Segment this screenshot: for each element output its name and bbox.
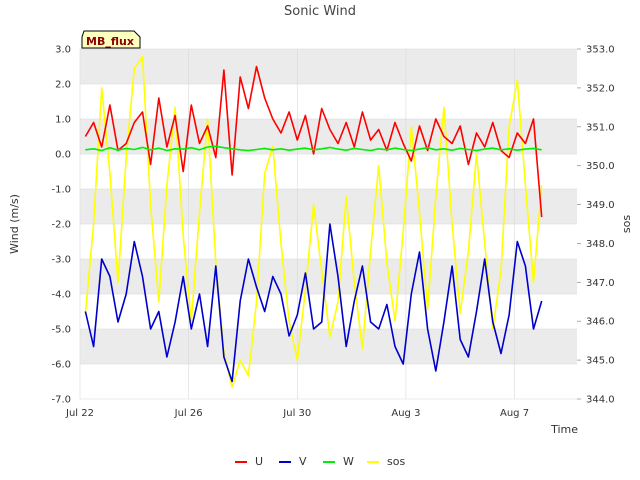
y2-tick-label: 344.0 (586, 395, 615, 406)
series-u-line (84, 65, 543, 218)
legend-label-w: W (343, 455, 354, 468)
x-tick-label: Jul 26 (174, 408, 203, 419)
badge-label: MB_flux (86, 35, 134, 48)
mb-flux-badge: MB_flux (81, 30, 141, 49)
x-axis-title: Time (550, 423, 578, 436)
y-tick-label: 3.0 (55, 45, 71, 56)
y-tick-label: 2.0 (55, 80, 71, 91)
series-w-line (85, 145, 542, 152)
y2-axis-title: sos (620, 215, 633, 233)
y2-tick-label: 345.0 (586, 356, 615, 367)
y2-tick-label: 351.0 (586, 122, 615, 133)
y-tick-label: 1.0 (55, 115, 71, 126)
chart-title: Sonic Wind (284, 4, 356, 19)
series-sos-line (84, 55, 543, 389)
y2-tick-label: 347.0 (586, 278, 615, 289)
y2-tick-label: 349.0 (586, 200, 615, 211)
x-tick-label: Jul 22 (65, 408, 94, 419)
y2-tick-label: 350.0 (586, 161, 615, 172)
legend-label-v: V (299, 455, 307, 468)
y-tick-label: -7.0 (51, 395, 71, 406)
x-tick-label: Aug 7 (500, 408, 529, 419)
series-layer (84, 55, 543, 389)
y2-tick-label: 346.0 (586, 317, 615, 328)
y-tick-label: -2.0 (51, 220, 71, 231)
y2-tick-label: 353.0 (586, 45, 615, 56)
y-tick-label: 0.0 (55, 150, 71, 161)
legend-label-sos: sos (387, 455, 405, 468)
background-band (80, 259, 577, 294)
background-band (80, 189, 577, 224)
legend-label-u: U (255, 455, 263, 468)
x-tick-label: Jul 30 (282, 408, 311, 419)
tick-labels: 3.0 2.0 1.0 0.0 -1.0 -2.0 -3.0 -4.0 -5.0 -6.0 -7.0… (51, 45, 614, 420)
series-v-line (84, 223, 543, 383)
y-tick-label: -3.0 (51, 255, 71, 266)
badge-box (81, 30, 141, 49)
x-tick-label: Aug 3 (391, 408, 420, 419)
y-tick-label: -4.0 (51, 290, 71, 301)
y-tick-label: -1.0 (51, 185, 71, 196)
background-band (80, 49, 577, 84)
y2-tick-label: 352.0 (586, 83, 615, 94)
y-tick-label: -6.0 (51, 360, 71, 371)
y2-tick-label: 348.0 (586, 239, 615, 250)
y-tick-label: -5.0 (51, 325, 71, 336)
y-axis-title: Wind (m/s) (8, 194, 21, 254)
